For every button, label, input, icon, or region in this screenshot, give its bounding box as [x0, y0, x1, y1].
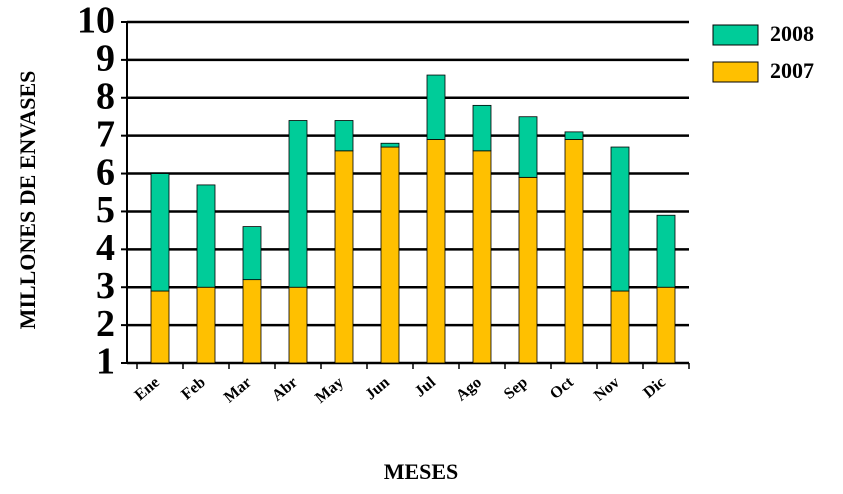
x-tick-label: May: [312, 374, 347, 407]
bar-segment: [380, 142, 400, 148]
bar-segment: [426, 74, 446, 140]
y-tick-label: 9: [96, 38, 115, 80]
bar-segment: [196, 286, 216, 364]
x-axis-title: MESES: [384, 459, 459, 484]
bar-segment: [610, 146, 630, 292]
y-axis-title: MILLONES DE ENVASES: [15, 71, 40, 330]
bar-segment: [426, 139, 446, 364]
bar-segment: [380, 146, 400, 364]
x-tick-label: Mar: [221, 374, 255, 406]
bar-segment: [472, 150, 492, 364]
bar-segment: [150, 290, 170, 364]
y-tick-label: 8: [96, 75, 115, 117]
x-tick-label: Jul: [412, 373, 440, 400]
y-tick-label: 6: [96, 151, 115, 193]
x-tick-label: Nov: [591, 374, 623, 405]
bar-segment: [334, 120, 354, 152]
bar-segment: [656, 214, 676, 288]
bar-segment: [242, 279, 262, 364]
bar-segment: [242, 226, 262, 281]
legend-label: 2008: [770, 21, 814, 46]
x-tick-label: Jun: [362, 374, 393, 404]
bar-segment: [150, 173, 170, 292]
bar-segment: [656, 286, 676, 364]
y-tick-label: 7: [96, 113, 115, 155]
x-tick-label: Feb: [178, 374, 209, 404]
bar-segment: [288, 120, 308, 288]
bar-segment: [196, 184, 216, 288]
legend-swatch: [712, 61, 759, 83]
bar-segment: [610, 290, 630, 364]
y-tick-label: 10: [77, 0, 115, 42]
y-tick-label: 2: [96, 303, 115, 345]
bar-segment: [288, 286, 308, 364]
bar-segment: [564, 131, 584, 140]
y-tick-label: 4: [96, 227, 115, 269]
x-tick-label: Oct: [547, 373, 577, 402]
y-tick-label: 3: [96, 265, 115, 307]
legend-label: 2007: [770, 58, 814, 83]
x-tick-label: Dic: [640, 374, 669, 402]
bar-segment: [518, 116, 538, 178]
x-tick-label: Ene: [132, 374, 163, 404]
bar-segment: [334, 150, 354, 364]
x-tick-label: Abr: [269, 374, 301, 405]
x-tick-label: Ago: [453, 374, 485, 405]
y-tick-label: 5: [96, 189, 115, 231]
legend-swatch: [712, 24, 759, 46]
bar-segment: [564, 139, 584, 364]
bar-segment: [518, 176, 538, 364]
bar-segment: [472, 104, 492, 152]
y-tick-label: 1: [96, 341, 115, 383]
x-tick-label: Sep: [501, 374, 531, 403]
